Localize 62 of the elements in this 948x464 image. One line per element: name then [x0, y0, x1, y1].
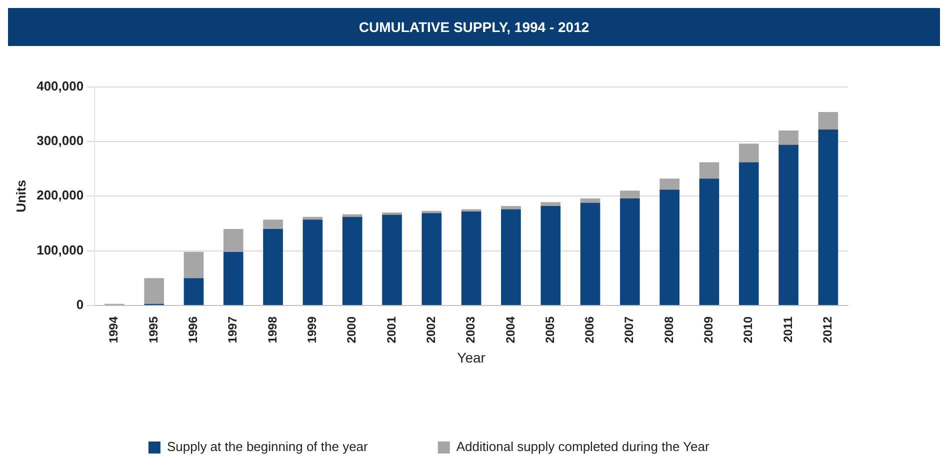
bar — [501, 206, 521, 210]
y-axis-title: Units — [13, 180, 28, 212]
bar — [818, 112, 838, 130]
bar — [778, 130, 798, 145]
x-tick-label: 1994 — [106, 316, 121, 344]
bar — [540, 202, 561, 206]
x-tick-label: 2001 — [384, 316, 398, 344]
y-tick-label: 200,000 — [36, 188, 84, 203]
bar — [422, 213, 442, 306]
x-tick-label: 1999 — [304, 316, 319, 344]
y-tick-label: 400,000 — [36, 78, 84, 94]
x-tick-label: 2012 — [820, 316, 834, 344]
bar — [223, 228, 244, 252]
bar — [302, 216, 323, 220]
y-tick-label: 300,000 — [36, 133, 84, 148]
bar — [422, 210, 442, 214]
bar — [660, 190, 680, 306]
y-tick-label: 0 — [76, 297, 84, 312]
legend-label: Supply at the beginning of the year — [166, 439, 369, 454]
x-axis-title: Year — [457, 349, 486, 366]
x-tick-label: 2011 — [780, 316, 795, 343]
bar — [540, 206, 561, 306]
x-tick-label: 2000 — [344, 316, 359, 344]
x-tick-label: 2004 — [503, 316, 518, 344]
bar — [580, 198, 600, 203]
x-tick-label: 2002 — [424, 316, 438, 344]
x-tick-label: 1998 — [265, 316, 280, 344]
bar — [342, 216, 362, 306]
bar — [620, 190, 640, 198]
bar — [184, 252, 204, 278]
bar — [263, 228, 283, 306]
x-tick-label: 2009 — [702, 316, 716, 344]
bar — [699, 178, 720, 306]
bar — [580, 202, 600, 306]
x-tick-label: 2008 — [662, 316, 676, 344]
x-tick-label: 1996 — [186, 316, 200, 344]
bar — [778, 144, 798, 306]
bar — [184, 278, 204, 306]
legend-label: Additional supply completed during the Year — [456, 439, 710, 454]
bar — [501, 209, 521, 306]
x-tick-label: 2010 — [741, 316, 756, 344]
bar — [738, 144, 759, 162]
bar — [699, 162, 720, 179]
bar — [660, 178, 680, 190]
bar — [263, 220, 283, 229]
bar — [144, 278, 164, 304]
bar — [302, 220, 323, 306]
x-tick-label: 2003 — [464, 316, 478, 344]
bar — [818, 129, 838, 306]
chart-title: CUMULATIVE SUPPLY, 1994 - 2012 — [8, 8, 940, 46]
x-tick-label: 2006 — [582, 316, 597, 344]
bar — [738, 162, 759, 306]
x-tick-label: 1995 — [146, 316, 160, 344]
bar — [342, 214, 362, 217]
bar — [620, 198, 640, 306]
x-tick-label: 2005 — [542, 316, 557, 344]
y-tick-label: 100,000 — [36, 242, 84, 258]
bar — [223, 252, 244, 306]
bar — [461, 211, 482, 306]
x-tick-label: 1997 — [226, 316, 240, 344]
bar — [382, 214, 402, 306]
x-tick-label: 2007 — [622, 316, 636, 344]
